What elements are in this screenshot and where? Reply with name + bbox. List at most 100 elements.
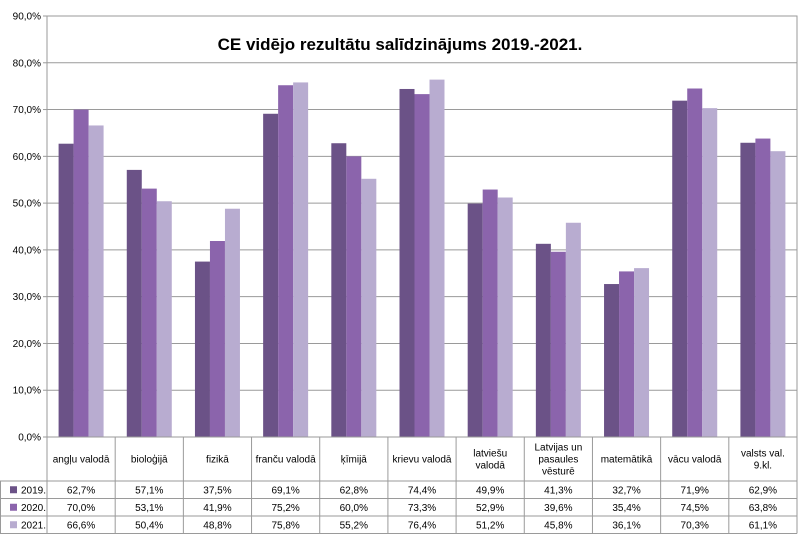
- y-tick-label: 90,0%: [13, 12, 41, 23]
- series-name: 2019.: [21, 485, 46, 496]
- bar: [346, 156, 362, 438]
- bar: [482, 189, 498, 437]
- data-label: 35,4%: [612, 503, 640, 514]
- bar: [209, 241, 225, 437]
- bar: [58, 143, 74, 437]
- data-label: 37,5%: [203, 485, 231, 496]
- category-label: vēsturē: [542, 467, 575, 478]
- data-label: 75,2%: [271, 503, 299, 514]
- data-label: 50,4%: [135, 520, 163, 531]
- data-label: 71,9%: [681, 485, 709, 496]
- y-tick-label: 10,0%: [13, 386, 41, 397]
- bar: [467, 203, 483, 437]
- category-label: angļu valodā: [53, 455, 110, 466]
- bars: [58, 79, 786, 438]
- data-label: 45,8%: [544, 520, 572, 531]
- category-label: vācu valodā: [668, 455, 722, 466]
- category-label: franču valodā: [256, 455, 316, 466]
- bar: [399, 88, 415, 438]
- bar: [414, 94, 430, 437]
- data-label: 61,1%: [749, 520, 777, 531]
- series-name: 2020.: [21, 503, 46, 514]
- data-label: 48,8%: [203, 520, 231, 531]
- data-label: 75,8%: [271, 520, 299, 531]
- data-label: 32,7%: [612, 485, 640, 496]
- y-tick-label: 40,0%: [13, 245, 41, 256]
- data-label: 55,2%: [340, 520, 368, 531]
- data-label: 60,0%: [340, 503, 368, 514]
- series-name: 2021.: [21, 520, 46, 531]
- chart-title: CE vidējo rezultātu salīdzinājums 2019.-…: [218, 35, 583, 54]
- data-label: 51,2%: [476, 520, 504, 531]
- data-label: 52,9%: [476, 503, 504, 514]
- bar: [293, 82, 309, 438]
- legend-key: [10, 486, 17, 494]
- category-label: ķīmijā: [341, 455, 368, 466]
- data-label: 41,9%: [203, 503, 231, 514]
- category-label: krievu valodā: [393, 455, 452, 466]
- data-label: 49,9%: [476, 485, 504, 496]
- bar: [687, 88, 703, 437]
- data-label: 66,6%: [67, 520, 95, 531]
- bar: [755, 138, 771, 437]
- bar: [740, 142, 756, 438]
- data-label: 62,7%: [67, 485, 95, 496]
- bar: [619, 271, 635, 437]
- bar: [565, 222, 581, 437]
- bar: [88, 125, 104, 438]
- bar: [73, 109, 89, 438]
- bar: [126, 169, 142, 437]
- data-label: 63,8%: [749, 503, 777, 514]
- y-tick-label: 60,0%: [13, 152, 41, 163]
- y-tick-label: 50,0%: [13, 199, 41, 210]
- category-label: latviešu: [473, 449, 507, 460]
- bar: [550, 251, 566, 437]
- data-label: 76,4%: [408, 520, 436, 531]
- legend-key: [10, 521, 17, 529]
- bar: [497, 197, 513, 437]
- bar: [263, 113, 279, 437]
- y-axis: 0,0% 10,0% 20,0% 30,0% 40,0% 50,0% 60,0% 70,0% 8…: [13, 12, 41, 444]
- bar: [331, 143, 347, 438]
- category-label: pasaules: [538, 455, 578, 466]
- bar: [194, 261, 210, 437]
- bar: [224, 208, 240, 437]
- legend-key: [10, 503, 17, 511]
- data-label: 57,1%: [135, 485, 163, 496]
- bar: [141, 188, 157, 437]
- data-label: 36,1%: [612, 520, 640, 531]
- bar: [770, 151, 786, 437]
- data-label: 70,0%: [67, 503, 95, 514]
- y-tick-label: 20,0%: [13, 339, 41, 350]
- category-label: 9.kl.: [754, 461, 772, 472]
- bar: [156, 201, 172, 437]
- bar: [429, 79, 445, 438]
- data-table: angļu valodā bioloģijā fizikā franču valodā…: [0, 436, 798, 534]
- data-label: 73,3%: [408, 503, 436, 514]
- bar: [604, 284, 620, 437]
- data-label: 39,6%: [544, 503, 572, 514]
- data-label: 74,5%: [681, 503, 709, 514]
- category-label: valsts val.: [741, 449, 785, 460]
- y-tick-label: 30,0%: [13, 292, 41, 303]
- data-label: 69,1%: [271, 485, 299, 496]
- y-tick-label: 70,0%: [13, 105, 41, 116]
- category-label: valodā: [475, 461, 505, 472]
- bar: [278, 85, 294, 437]
- data-label: 70,3%: [681, 520, 709, 531]
- data-label: 53,1%: [135, 503, 163, 514]
- bar: [361, 178, 377, 437]
- category-label: bioloģijā: [131, 453, 168, 466]
- bar: [672, 100, 688, 437]
- data-label: 62,8%: [340, 485, 368, 496]
- category-label: matemātikā: [601, 455, 653, 466]
- data-label: 74,4%: [408, 485, 436, 496]
- category-label: fizikā: [206, 455, 229, 466]
- data-label: 62,9%: [749, 485, 777, 496]
- bar: [634, 268, 650, 437]
- y-tick-label: 80,0%: [13, 58, 41, 69]
- data-label: 41,3%: [544, 485, 572, 496]
- bar: [702, 108, 718, 437]
- bar: [535, 243, 551, 437]
